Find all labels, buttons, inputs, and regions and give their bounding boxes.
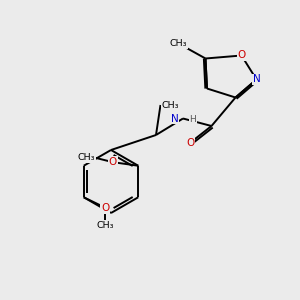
Text: O: O — [186, 137, 195, 148]
Text: CH₃: CH₃ — [170, 39, 187, 48]
Text: N: N — [253, 74, 260, 85]
Text: H: H — [190, 116, 196, 124]
Text: CH₃: CH₃ — [77, 153, 95, 162]
Text: O: O — [101, 203, 110, 213]
Text: CH₃: CH₃ — [97, 221, 114, 230]
Text: O: O — [109, 157, 117, 167]
Text: CH₃: CH₃ — [162, 100, 179, 109]
Text: N: N — [171, 113, 178, 124]
Text: O: O — [237, 50, 246, 61]
